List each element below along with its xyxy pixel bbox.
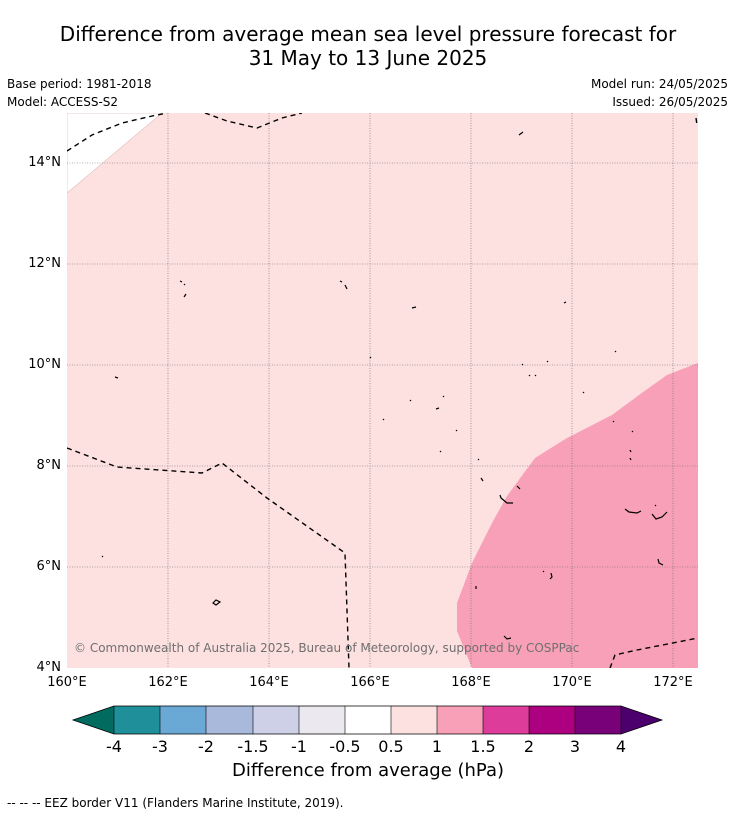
colorbar-label: 1: [431, 737, 443, 756]
white-region: [67, 113, 163, 194]
issued-date: Issued: 26/05/2025: [612, 95, 728, 109]
colorbar-segment: [299, 706, 345, 734]
lon-label-164e: 164°E: [249, 675, 289, 690]
lat-label-10n: 10°N: [28, 357, 61, 372]
colorbar-label: -2: [198, 737, 214, 756]
meta-right: Model run: 24/05/2025 Issued: 26/05/2025: [591, 75, 728, 111]
lon-label-172e: 172°E: [653, 675, 693, 690]
title-line-2: 31 May to 13 June 2025: [248, 46, 488, 70]
lat-label-12n: 12°N: [28, 256, 61, 271]
title-line-1: Difference from average mean sea level p…: [59, 22, 677, 46]
model-name: Model: ACCESS-S2: [7, 95, 119, 109]
map-plot: [67, 113, 698, 668]
colorbar-segment: [206, 706, 253, 734]
colorbar-label: 4: [615, 737, 627, 756]
lon-label-160e: 160°E: [47, 675, 87, 690]
colorbar-segment: [483, 706, 529, 734]
colorbar-label: 1.5: [470, 737, 496, 756]
base-period: Base period: 1981-2018: [7, 77, 152, 91]
eez-borders: [67, 113, 698, 668]
lat-label-4n: 4°N: [36, 660, 62, 675]
colorbar-label: -1: [291, 737, 307, 756]
colorbar-label: 3: [569, 737, 581, 756]
graticule: [67, 113, 698, 668]
colorbar-segment: [437, 706, 483, 734]
lon-label-170e: 170°E: [552, 675, 592, 690]
colorbar-segment: [529, 706, 575, 734]
colorbar-label: -1.5: [237, 737, 269, 756]
colorbar-label: 2: [523, 737, 535, 756]
colorbar-dividers: [113, 706, 622, 734]
colorbar-extend-low: [73, 706, 114, 734]
colorbar-label: -0.5: [329, 737, 361, 756]
meta-left: Base period: 1981-2018 Model: ACCESS-S2: [7, 75, 152, 111]
chart-title: Difference from average mean sea level p…: [0, 22, 736, 70]
lon-label-168e: 168°E: [451, 675, 491, 690]
colorbar-segments: [73, 706, 662, 734]
colorbar-segment: [345, 706, 391, 734]
colorbar-title: Difference from average (hPa): [231, 760, 505, 781]
colorbar-segment: [391, 706, 437, 734]
colorbar-segment: [114, 706, 160, 734]
model-run: Model run: 24/05/2025: [590, 77, 728, 91]
colorbar-extend-high: [621, 706, 662, 734]
colorbar-label: 0.5: [378, 737, 404, 756]
lat-label-8n: 8°N: [36, 458, 62, 473]
lat-label-6n: 6°N: [36, 559, 62, 574]
colorbar-outline: [71, 705, 664, 735]
colorbar-label: -3: [152, 737, 168, 756]
lon-label-162e: 162°E: [148, 675, 188, 690]
lon-label-166e: 166°E: [350, 675, 390, 690]
colorbar-segment: [253, 706, 299, 734]
islands: [101, 131, 668, 640]
colorbar-label: -4: [106, 737, 122, 756]
footnote: -- -- -- EEZ border V11 (Flanders Marine…: [7, 796, 344, 810]
copyright-notice: © Commonwealth of Australia 2025, Bureau…: [74, 641, 580, 655]
colorbar-segment: [575, 706, 621, 734]
colorbar: [71, 705, 664, 735]
colorbar-segment: [160, 706, 206, 734]
lat-label-14n: 14°N: [28, 155, 61, 170]
medium-pink-region: [457, 363, 698, 668]
